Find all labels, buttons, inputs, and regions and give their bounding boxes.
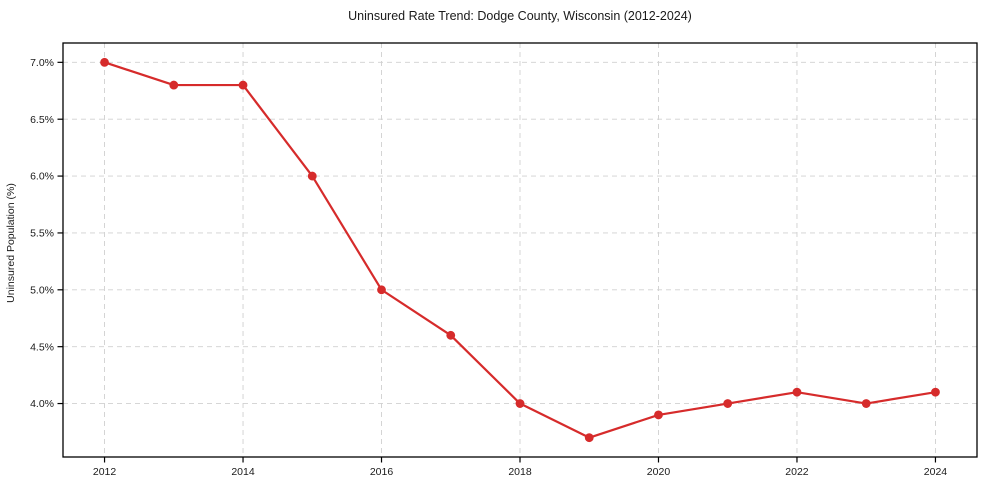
x-tick-label: 2024 [924,466,948,478]
data-point [792,387,802,397]
data-point [861,399,871,408]
x-tick-label: 2020 [647,466,671,478]
y-tick-label: 6.0% [30,171,54,183]
data-point [654,410,663,420]
x-tick-label: 2022 [785,466,809,478]
x-tick-label: 2016 [370,466,394,478]
x-tick-label: 2014 [231,466,255,478]
y-tick-label: 7.0% [30,57,54,69]
y-tick-label: 4.5% [30,341,54,353]
plot-area: 2012 2014 2016 2018 2020 2022 2024 4.0% 4.5% 5.0%… [30,42,978,478]
y-tick-label: 5.5% [30,228,54,240]
data-point [169,80,179,90]
y-axis-label: Uninsured Population (%) [5,183,17,303]
data-point [515,399,525,408]
data-point [931,387,940,397]
x-tick-label: 2012 [93,466,117,478]
data-point [446,330,456,340]
y-tick-label: 5.0% [30,284,54,296]
data-point [723,399,733,408]
data-point [584,433,594,443]
data-point [307,171,317,181]
chart-title: Uninsured Rate Trend: Dodge County, Wisc… [348,9,692,23]
x-tick-label: 2018 [508,466,532,478]
data-point [377,285,386,295]
data-point [100,57,109,67]
y-tick-label: 6.5% [30,114,54,126]
data-point [238,80,248,90]
y-tick-label: 4.0% [30,398,54,410]
